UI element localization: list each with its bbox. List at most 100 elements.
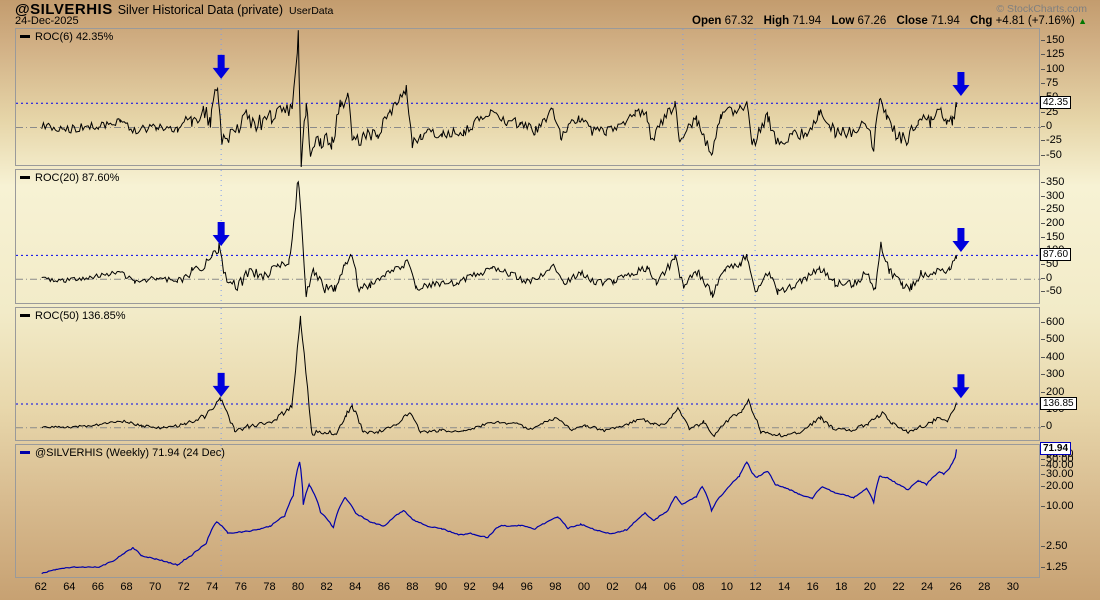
x-tick-label: 96 <box>520 581 533 593</box>
y-tick-label: 75 <box>1046 77 1059 90</box>
symbol-label: @SILVERHIS <box>15 1 113 18</box>
roc6-legend: ROC(6) 42.35% <box>20 31 113 43</box>
roc6-panel: ROC(6) 42.35% <box>15 28 1041 167</box>
roc6-legend-label: ROC(6) 42.35% <box>35 31 114 43</box>
y-tick-label: 350 <box>1046 176 1065 189</box>
x-tick-label: 12 <box>749 581 762 593</box>
roc20-series-line <box>41 180 957 298</box>
y-tick-label: 300 <box>1046 368 1065 381</box>
x-tick-label: 82 <box>320 581 333 593</box>
y-tick-mark <box>1041 465 1045 467</box>
y-tick-label: 30.00 <box>1046 467 1074 480</box>
y-tick-mark <box>1041 291 1045 293</box>
roc20-panel: ROC(20) 87.60% <box>15 169 1041 305</box>
y-tick-label: 300 <box>1046 189 1065 202</box>
down-arrow-icon <box>212 221 230 246</box>
y-tick-mark <box>1041 277 1045 279</box>
chart-date: 24-Dec-2025 <box>15 15 79 27</box>
low-label: Low <box>831 15 855 27</box>
y-tick-label: 500 <box>1046 333 1065 346</box>
y-tick-mark <box>1041 505 1045 507</box>
x-tick-label: 94 <box>492 581 505 593</box>
x-tick-label: 74 <box>206 581 219 593</box>
y-tick-mark <box>1041 374 1045 376</box>
x-tick-label: 04 <box>635 581 648 593</box>
y-tick-label: 0 <box>1046 420 1053 433</box>
x-tick-label: 90 <box>434 581 448 593</box>
roc50-panel: ROC(50) 136.85% <box>15 307 1041 442</box>
price-plot <box>41 445 958 579</box>
roc50-plot <box>16 308 1041 442</box>
y-tick-label: 40.00 <box>1046 459 1074 472</box>
y-tick-label: -50 <box>1046 148 1062 161</box>
x-tick-label: 62 <box>34 581 47 593</box>
down-arrow-icon <box>952 71 970 96</box>
y-tick-label: -25 <box>1046 134 1062 147</box>
x-tick-label: 86 <box>377 581 390 593</box>
up-triangle-icon: ▲ <box>1078 16 1087 26</box>
roc6-series-line <box>41 30 957 167</box>
x-tick-label: 10 <box>720 581 734 593</box>
down-arrow-icon <box>952 374 970 399</box>
x-tick-label: 64 <box>63 581 76 593</box>
y-tick-label: 600 <box>1046 316 1065 329</box>
x-tick-label: 20 <box>863 581 876 593</box>
roc50-series-line <box>41 315 957 438</box>
x-tick-label: 68 <box>120 581 133 593</box>
y-tick-mark <box>1041 339 1045 341</box>
y-tick-label: 10.00 <box>1046 499 1074 512</box>
roc50-legend-dash-icon <box>20 314 30 317</box>
y-tick-mark <box>1041 111 1045 113</box>
y-tick-mark <box>1041 68 1045 70</box>
signal-value-tag: 136.85 <box>1040 396 1077 410</box>
x-tick-label: 78 <box>263 581 276 593</box>
x-tick-label: 08 <box>692 581 705 593</box>
down-arrow-icon <box>212 54 230 79</box>
x-tick-label: 06 <box>663 581 676 593</box>
y-tick-mark <box>1041 83 1045 85</box>
y-tick-mark <box>1041 140 1045 142</box>
y-tick-label: 20.00 <box>1046 479 1074 492</box>
x-tick-label: 26 <box>949 581 962 593</box>
y-tick-label: 100 <box>1046 62 1065 75</box>
x-tick-label: 76 <box>234 581 247 593</box>
y-tick-label: 2.50 <box>1046 540 1068 553</box>
x-tick-label: 02 <box>606 581 619 593</box>
down-arrow-icon <box>212 372 230 397</box>
x-tick-label: 16 <box>806 581 819 593</box>
chart-header: @SILVERHIS Silver Historical Data (privat… <box>15 1 1095 18</box>
y-tick-mark <box>1041 356 1045 358</box>
y-tick-label: 150 <box>1046 34 1065 47</box>
y-tick-mark <box>1041 458 1045 460</box>
y-tick-mark <box>1041 40 1045 42</box>
high-value: 71.94 <box>792 15 822 27</box>
y-tick-mark <box>1041 125 1045 127</box>
y-tick-mark <box>1041 223 1045 225</box>
chg-value: +4.81 (+7.16%) <box>995 15 1075 27</box>
x-tick-label: 72 <box>177 581 190 593</box>
signal-value-tag: 87.60 <box>1040 247 1072 261</box>
price-series-line <box>41 449 958 575</box>
y-tick-label: 0 <box>1046 119 1053 132</box>
y-tick-label: 50 <box>1046 258 1059 271</box>
y-tick-label: 200 <box>1046 217 1065 230</box>
roc20-legend-dash-icon <box>20 176 30 179</box>
down-arrow-icon <box>952 227 970 252</box>
y-tick-mark <box>1041 182 1045 184</box>
y-tick-mark <box>1041 54 1045 56</box>
y-tick-label: 150 <box>1046 230 1065 243</box>
x-tick-label: 66 <box>91 581 105 593</box>
ohlc-quote: Open 67.32 High 71.94 Low 67.26 Close 71… <box>685 15 1087 27</box>
low-value: 67.26 <box>857 15 887 27</box>
high-label: High <box>763 15 790 27</box>
y-tick-mark <box>1041 195 1045 197</box>
x-tick-label: 14 <box>777 581 791 593</box>
x-tick-label: 70 <box>148 581 162 593</box>
roc50-legend-label: ROC(50) 136.85% <box>35 310 126 322</box>
x-tick-label: 98 <box>549 581 562 593</box>
y-tick-mark <box>1041 546 1045 548</box>
y-tick-mark <box>1041 209 1045 211</box>
roc20-legend: ROC(20) 87.60% <box>20 172 119 184</box>
y-tick-label: 0 <box>1046 271 1053 284</box>
